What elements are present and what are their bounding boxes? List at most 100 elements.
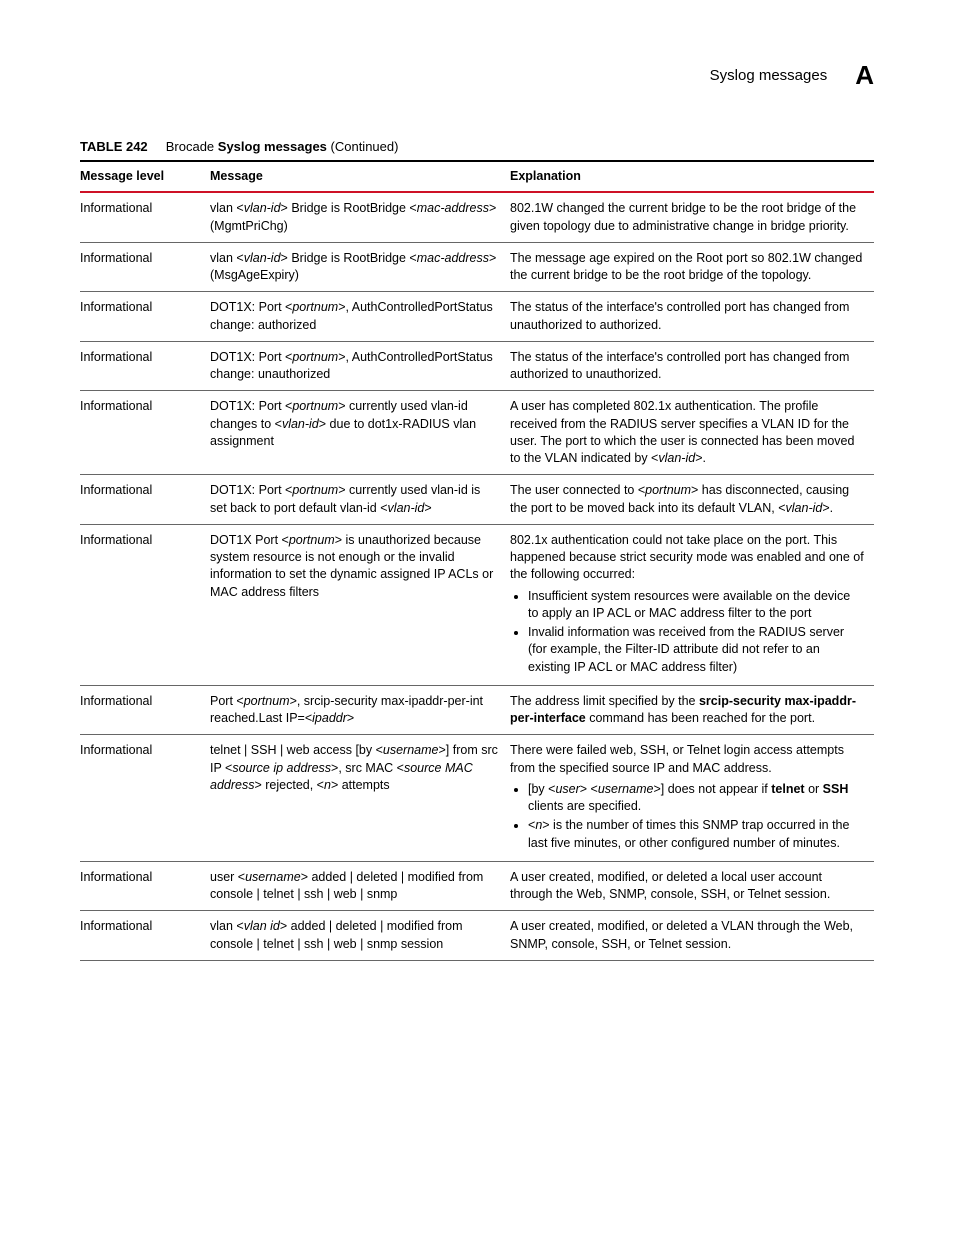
text-segment: > < xyxy=(580,782,598,796)
cell-message: DOT1X: Port <portnum>, AuthControlledPor… xyxy=(210,341,510,391)
cell-message: telnet | SSH | web access [by <username >… xyxy=(210,735,510,862)
text-segment: portnum xyxy=(292,483,338,497)
text-segment: > xyxy=(424,501,431,515)
text-segment: clients are specified. xyxy=(528,799,641,813)
cell-level: Informational xyxy=(80,911,210,961)
explanation-bullets: Insufficient system resources were avail… xyxy=(510,588,864,676)
cell-message: DOT1X: Port <portnum> currently used vla… xyxy=(210,475,510,525)
cell-level: Informational xyxy=(80,524,210,685)
text-segment: The user connected to < xyxy=(510,483,645,497)
text-segment: vlan-id xyxy=(244,251,281,265)
col-header-level: Message level xyxy=(80,161,210,192)
cell-level: Informational xyxy=(80,391,210,475)
text-segment: source ip address xyxy=(232,761,331,775)
text-segment: telnet | SSH | web access [by < xyxy=(210,743,383,757)
text-segment: > Bridge is RootBridge < xyxy=(281,201,417,215)
list-item: [by <user> <username>] does not appear i… xyxy=(528,781,864,816)
text-segment: > attempts xyxy=(331,778,390,792)
text-segment: vlan-id xyxy=(658,451,695,465)
text-segment: DOT1X: Port < xyxy=(210,483,292,497)
cell-explanation: The address limit specified by the srcip… xyxy=(510,685,874,735)
table-row: InformationalDOT1X: Port <portnum>, Auth… xyxy=(80,341,874,391)
explanation-text: The status of the interface's controlled… xyxy=(510,350,849,381)
explanation-text: The status of the interface's controlled… xyxy=(510,300,849,331)
text-segment: vlan id xyxy=(244,919,280,933)
cell-level: Informational xyxy=(80,475,210,525)
cell-level: Informational xyxy=(80,192,210,242)
text-segment: > is the number of times this SNMP trap … xyxy=(528,818,849,849)
explanation-text: 802.1W changed the current bridge to be … xyxy=(510,201,856,232)
text-segment: vlan < xyxy=(210,201,244,215)
text-segment: DOT1X Port < xyxy=(210,533,289,547)
cell-message: vlan <vlan-id> Bridge is RootBridge <mac… xyxy=(210,242,510,292)
table-row: Informationalvlan <vlan-id> Bridge is Ro… xyxy=(80,242,874,292)
cell-level: Informational xyxy=(80,861,210,911)
text-segment: >, src MAC < xyxy=(331,761,404,775)
table-header-row: Message level Message Explanation xyxy=(80,161,874,192)
cell-explanation: A user has completed 802.1x authenticati… xyxy=(510,391,874,475)
text-segment: DOT1X: Port < xyxy=(210,300,292,314)
text-segment: vlan < xyxy=(210,251,244,265)
text-segment: SSH xyxy=(823,782,849,796)
cell-level: Informational xyxy=(80,292,210,342)
text-segment: vlan-id xyxy=(388,501,425,515)
cell-explanation: A user created, modified, or deleted a l… xyxy=(510,861,874,911)
cell-message: vlan <vlan id> added | deleted | modifie… xyxy=(210,911,510,961)
header-title: Syslog messages xyxy=(710,67,828,84)
text-segment: command has been reached for the port. xyxy=(586,711,815,725)
text-segment: > rejected, < xyxy=(254,778,324,792)
explanation-text: 802.1x authentication could not take pla… xyxy=(510,533,864,582)
table-row: Informationaluser <username> added | del… xyxy=(80,861,874,911)
cell-explanation: The message age expired on the Root port… xyxy=(510,242,874,292)
text-segment: vlan-id xyxy=(244,201,281,215)
cell-explanation: The status of the interface's controlled… xyxy=(510,292,874,342)
cell-explanation: A user created, modified, or deleted a V… xyxy=(510,911,874,961)
table-row: InformationalDOT1X: Port <portnum>, Auth… xyxy=(80,292,874,342)
cell-message: DOT1X Port <portnum> is unauthorized bec… xyxy=(210,524,510,685)
text-segment: vlan-id xyxy=(282,417,319,431)
text-segment: portnum xyxy=(645,483,691,497)
text-segment: user xyxy=(555,782,579,796)
table-caption: TABLE 242 Brocade Syslog messages (Conti… xyxy=(80,139,874,154)
text-segment: portnum xyxy=(244,694,290,708)
table-row: InformationalDOT1X: Port <portnum> curre… xyxy=(80,391,874,475)
text-segment: username xyxy=(383,743,439,757)
table-row: Informationalvlan <vlan-id> Bridge is Ro… xyxy=(80,192,874,242)
table-caption-post: (Continued) xyxy=(327,139,399,154)
page-header: Syslog messages A xyxy=(80,60,874,91)
text-segment: username xyxy=(245,870,301,884)
table-body: Informationalvlan <vlan-id> Bridge is Ro… xyxy=(80,192,874,960)
text-segment: portnum xyxy=(292,300,338,314)
cell-explanation: The user connected to <portnum> has disc… xyxy=(510,475,874,525)
text-segment: vlan-id xyxy=(786,501,823,515)
explanation-text: A user created, modified, or deleted a V… xyxy=(510,919,853,950)
cell-explanation: The status of the interface's controlled… xyxy=(510,341,874,391)
cell-message: user <username> added | deleted | modifi… xyxy=(210,861,510,911)
text-segment: >. xyxy=(695,451,706,465)
cell-level: Informational xyxy=(80,685,210,735)
list-item: Insufficient system resources were avail… xyxy=(528,588,864,623)
text-segment: mac-address xyxy=(417,201,489,215)
table-row: Informationaltelnet | SSH | web access [… xyxy=(80,735,874,862)
text-segment: >. xyxy=(822,501,833,515)
text-segment: >] does not appear if xyxy=(653,782,771,796)
explanation-text: A user created, modified, or deleted a l… xyxy=(510,870,830,901)
text-segment: vlan < xyxy=(210,919,244,933)
text-segment: [by < xyxy=(528,782,555,796)
col-header-explanation: Explanation xyxy=(510,161,874,192)
text-segment: telnet xyxy=(771,782,804,796)
table-row: Informationalvlan <vlan id> added | dele… xyxy=(80,911,874,961)
list-item: Invalid information was received from th… xyxy=(528,624,864,676)
col-header-message: Message xyxy=(210,161,510,192)
cell-message: DOT1X: Port <portnum>, AuthControlledPor… xyxy=(210,292,510,342)
syslog-table: Message level Message Explanation Inform… xyxy=(80,160,874,961)
text-segment: user < xyxy=(210,870,245,884)
cell-message: DOT1X: Port <portnum> currently used vla… xyxy=(210,391,510,475)
table-row: InformationalPort <portnum>, srcip-secur… xyxy=(80,685,874,735)
cell-explanation: 802.1W changed the current bridge to be … xyxy=(510,192,874,242)
page: Syslog messages A TABLE 242 Brocade Sysl… xyxy=(0,0,954,1001)
cell-message: vlan <vlan-id> Bridge is RootBridge <mac… xyxy=(210,192,510,242)
text-segment: DOT1X: Port < xyxy=(210,399,292,413)
text-segment: portnum xyxy=(292,399,338,413)
table-caption-label: TABLE 242 xyxy=(80,139,148,154)
